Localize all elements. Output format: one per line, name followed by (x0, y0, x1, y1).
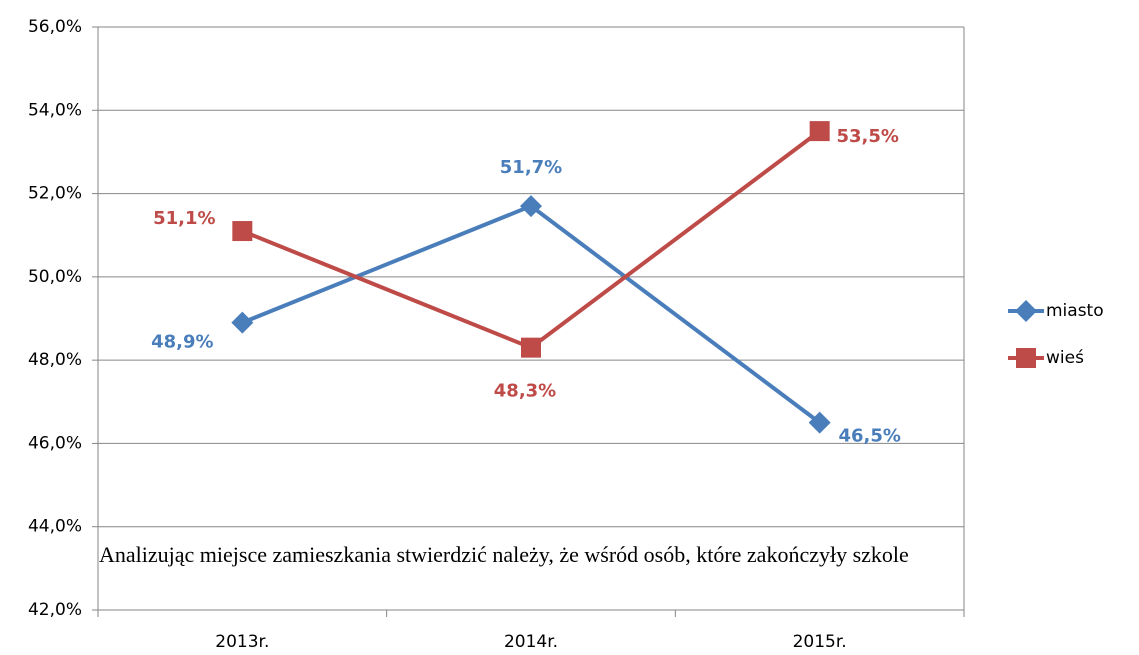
y-tick-label: 54,0% (28, 100, 82, 120)
y-tick-label: 50,0% (28, 267, 82, 287)
data-label: 48,9% (151, 332, 213, 353)
plot: 42,0% 44,0% 46,0% 48,0% 50,0% 52,0% 54,0% 56,0%… (28, 17, 1104, 652)
x-tick-label: 2013r. (215, 632, 269, 652)
data-label: 46,5% (838, 426, 900, 447)
data-label: 51,7% (500, 157, 562, 178)
y-tick-label: 56,0% (28, 17, 82, 37)
data-label: 51,1% (153, 208, 215, 229)
y-tick-label: 42,0% (28, 600, 82, 620)
point (808, 411, 831, 434)
legend-label: miasto (1046, 301, 1104, 321)
data-label: 53,5% (836, 126, 898, 147)
data-label: 48,3% (494, 381, 556, 402)
body-text: Analizując miejsce zamieszkania stwierdz… (99, 542, 909, 567)
y-tick-label: 44,0% (28, 517, 82, 537)
point (231, 311, 254, 334)
y-tick-label: 46,0% (28, 433, 82, 453)
legend-marker (1015, 300, 1037, 322)
x-tick-label: 2015r. (793, 632, 847, 652)
y-tick-label: 48,0% (28, 350, 82, 370)
point (521, 337, 541, 358)
y-tick-label: 52,0% (28, 184, 82, 204)
point (520, 195, 542, 218)
point (232, 221, 253, 242)
legend-marker (1016, 348, 1036, 368)
x-tick-label: 2014r. (504, 632, 558, 652)
point (809, 121, 830, 142)
legend-label: wieś (1046, 348, 1084, 368)
